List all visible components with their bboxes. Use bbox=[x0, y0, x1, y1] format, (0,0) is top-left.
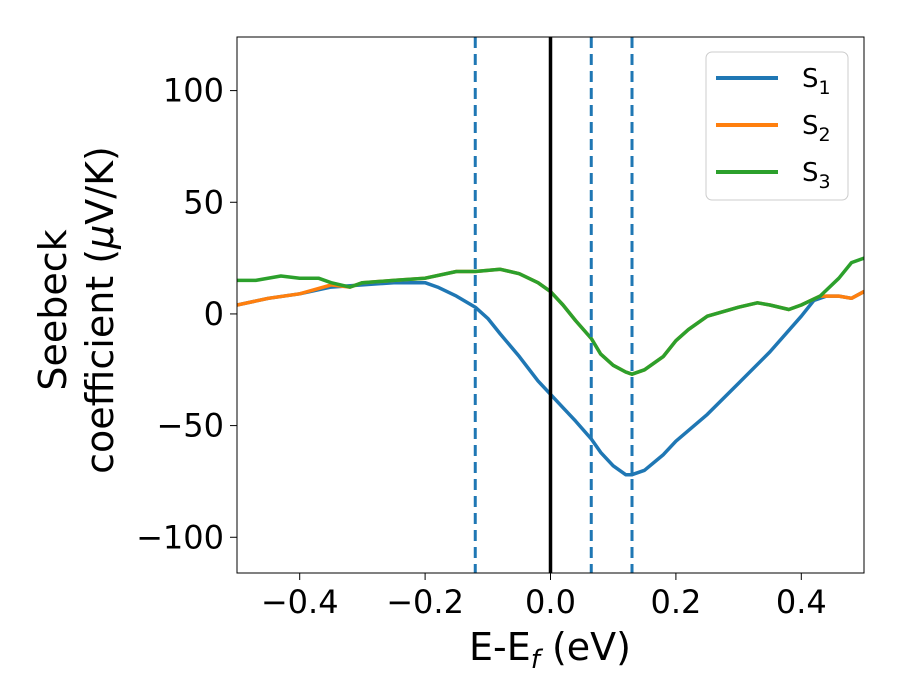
y-axis-title-line2: coefficient (μV/K) bbox=[78, 146, 122, 474]
legend: S1 S2 S3 bbox=[705, 51, 849, 201]
x-axis-title: E-Ef (eV) bbox=[469, 625, 631, 675]
x-tick-label: −0.2 bbox=[386, 583, 464, 621]
y-tick-label: 100 bbox=[163, 72, 224, 110]
legend-label-s3: S3 bbox=[802, 158, 831, 193]
x-tick-label: −0.4 bbox=[261, 583, 339, 621]
x-tick-label: 0.4 bbox=[776, 583, 827, 621]
plot-area bbox=[236, 36, 865, 574]
legend-label-s1: S1 bbox=[802, 64, 831, 99]
series-line-s3 bbox=[237, 256, 864, 376]
series-line-s1 bbox=[237, 280, 864, 477]
y-tick-label: −100 bbox=[136, 518, 224, 556]
legend-label-s2: S2 bbox=[802, 111, 831, 146]
x-tick-label: 0.0 bbox=[525, 583, 576, 621]
y-tick-label: 50 bbox=[183, 183, 224, 221]
y-tick-label: 0 bbox=[204, 295, 224, 333]
x-tick-label: 0.2 bbox=[650, 583, 701, 621]
y-tick-label: −50 bbox=[156, 407, 224, 445]
axis-ticks: −0.4 −0.2 0.0 0.2 0.4 −100 −50 0 50 100 bbox=[136, 72, 827, 621]
y-axis-title-line1: Seebeck bbox=[31, 229, 75, 390]
